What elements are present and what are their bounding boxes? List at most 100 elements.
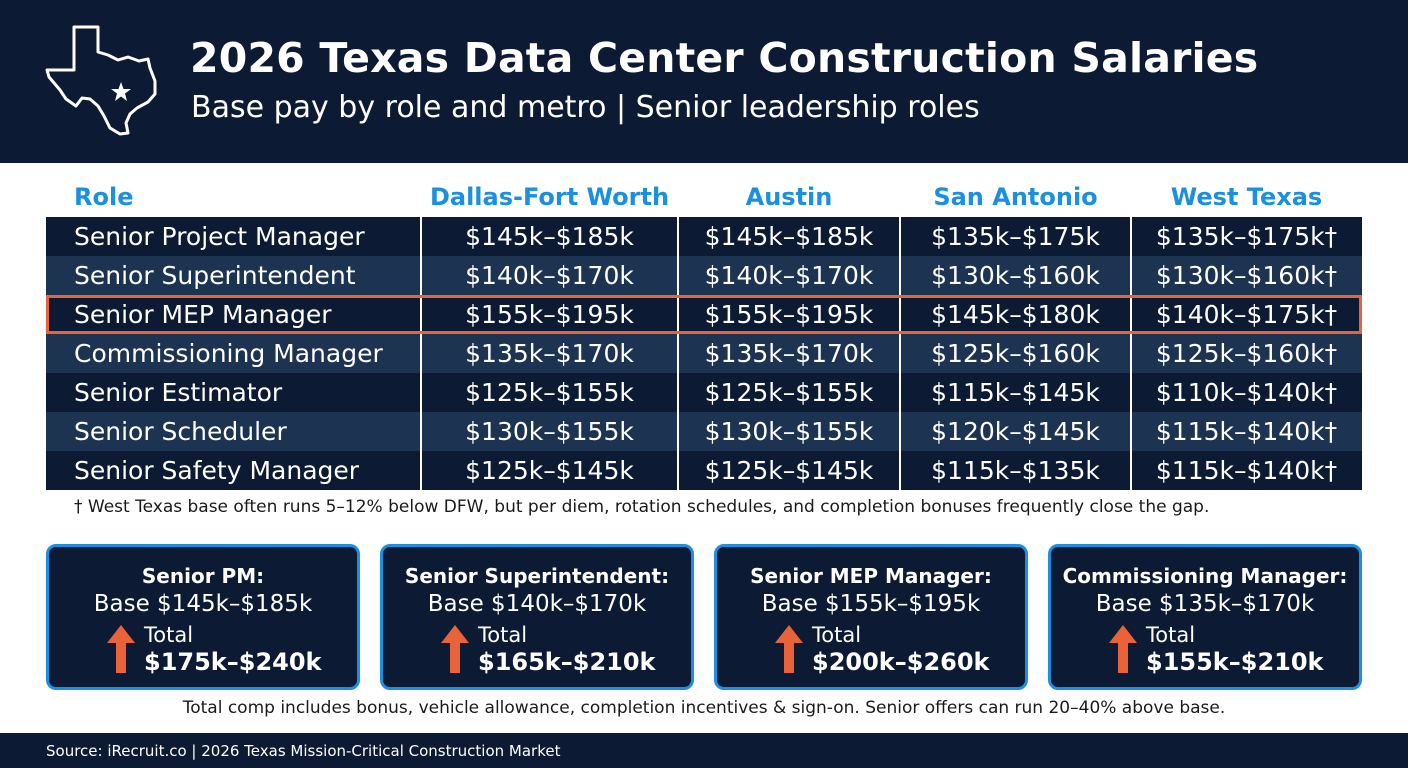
column-divider bbox=[420, 451, 422, 490]
table-row: Senior Superintendent $140k–$170k $140k–$1… bbox=[46, 256, 1362, 295]
column-divider bbox=[677, 334, 679, 373]
up-arrow-icon bbox=[441, 625, 469, 673]
column-divider bbox=[677, 373, 679, 412]
summary-card-senior-pm: Senior PM: Base $145k–$185k Total $175k–… bbox=[46, 544, 360, 690]
table-row: Senior Estimator $125k–$155k $125k–$155k $1… bbox=[46, 373, 1362, 412]
card-total-label: Total bbox=[144, 623, 194, 647]
column-divider bbox=[899, 256, 901, 295]
column-header-san-antonio: San Antonio bbox=[933, 183, 1098, 211]
salary-cell: $125k–$145k bbox=[465, 456, 634, 485]
column-header-role: Role bbox=[74, 183, 134, 211]
column-divider bbox=[1130, 256, 1132, 295]
salary-cell: $140k–$170k bbox=[704, 261, 874, 290]
column-divider bbox=[899, 334, 901, 373]
card-title: Senior Superintendent: bbox=[404, 564, 670, 588]
salary-cell: $125k–$145k bbox=[704, 456, 874, 485]
up-arrow-icon bbox=[1109, 625, 1137, 673]
card-base-pay: Base $145k–$185k bbox=[93, 591, 313, 617]
salary-cell: $110k–$140k† bbox=[1155, 378, 1338, 407]
salary-cell: $135k–$175k bbox=[931, 222, 1100, 251]
salary-cell: $120k–$145k bbox=[931, 417, 1100, 446]
column-divider bbox=[420, 295, 422, 334]
column-divider bbox=[677, 295, 679, 334]
table-row: Commissioning Manager $135k–$170k $135k–$1… bbox=[46, 334, 1362, 373]
salary-cell: $135k–$170k bbox=[465, 339, 634, 368]
card-total-comp: $175k–$240k bbox=[144, 648, 322, 676]
role-cell: Senior Scheduler bbox=[74, 417, 287, 446]
column-header-austin: Austin bbox=[745, 183, 833, 211]
table-row: Senior Safety Manager $125k–$145k $125k–$1… bbox=[46, 451, 1362, 490]
summary-card-commissioning-manager: Commissioning Manager: Base $135k–$170k … bbox=[1048, 544, 1362, 690]
column-divider bbox=[677, 412, 679, 451]
column-divider bbox=[420, 256, 422, 295]
salary-cell: $140k–$175k† bbox=[1155, 300, 1338, 329]
table-row: Senior MEP Manager $155k–$195k $155k–$195k… bbox=[46, 295, 1362, 334]
header-banner: 2026 Texas Data Center Construction Sala… bbox=[0, 0, 1408, 163]
table-row: Senior Project Manager $145k–$185k $145k–$… bbox=[46, 217, 1362, 256]
card-title: Senior PM: bbox=[141, 564, 265, 588]
column-divider bbox=[420, 412, 422, 451]
salary-cell: $125k–$160k† bbox=[1155, 339, 1338, 368]
compensation-note: Total comp includes bonus, vehicle allow… bbox=[182, 698, 1226, 718]
salary-cell: $125k–$155k bbox=[704, 378, 874, 407]
column-divider bbox=[420, 217, 422, 256]
card-total-label: Total bbox=[478, 623, 528, 647]
card-total-comp: $165k–$210k bbox=[478, 648, 656, 676]
salary-cell: $155k–$195k bbox=[465, 300, 634, 329]
role-cell: Senior MEP Manager bbox=[74, 300, 332, 329]
card-total-comp: $200k–$260k bbox=[812, 648, 990, 676]
column-divider bbox=[899, 295, 901, 334]
column-divider bbox=[899, 451, 901, 490]
salary-cell: $130k–$155k bbox=[465, 417, 634, 446]
footer-bar: Source: iRecruit.co | 2026 Texas Mission… bbox=[0, 733, 1408, 768]
column-divider bbox=[677, 451, 679, 490]
column-divider bbox=[899, 412, 901, 451]
salary-cell: $135k–$170k bbox=[704, 339, 874, 368]
column-divider bbox=[1130, 217, 1132, 256]
column-divider bbox=[1130, 451, 1132, 490]
salary-cell: $130k–$160k bbox=[931, 261, 1100, 290]
footnote: † West Texas base often runs 5–12% below… bbox=[74, 497, 1210, 517]
page-title: 2026 Texas Data Center Construction Sala… bbox=[190, 34, 1259, 82]
salary-cell: $125k–$160k bbox=[931, 339, 1100, 368]
salary-cell: $135k–$175k† bbox=[1155, 222, 1338, 251]
salary-cell: $115k–$140k† bbox=[1155, 417, 1338, 446]
salary-cell: $115k–$140k† bbox=[1155, 456, 1338, 485]
card-base-pay: Base $140k–$170k bbox=[427, 591, 647, 617]
column-divider bbox=[899, 217, 901, 256]
role-cell: Senior Superintendent bbox=[74, 261, 356, 290]
role-cell: Commissioning Manager bbox=[74, 339, 383, 368]
up-arrow-icon bbox=[775, 625, 803, 673]
salary-cell: $130k–$155k bbox=[704, 417, 874, 446]
column-header-dfw: Dallas-Fort Worth bbox=[429, 183, 670, 211]
up-arrow-icon bbox=[107, 625, 135, 673]
card-title: Senior MEP Manager: bbox=[750, 564, 992, 588]
role-cell: Senior Project Manager bbox=[74, 222, 365, 251]
column-divider bbox=[1130, 412, 1132, 451]
summary-card-senior-mep-manager: Senior MEP Manager: Base $155k–$195k Tot… bbox=[714, 544, 1028, 690]
salary-cell: $130k–$160k† bbox=[1155, 261, 1338, 290]
column-divider bbox=[1130, 295, 1132, 334]
card-total-comp: $155k–$210k bbox=[1146, 648, 1324, 676]
column-divider bbox=[420, 334, 422, 373]
texas-map-icon bbox=[45, 25, 157, 136]
column-divider bbox=[677, 217, 679, 256]
card-title: Commissioning Manager: bbox=[1062, 564, 1348, 588]
column-divider bbox=[1130, 373, 1132, 412]
summary-card-senior-superintendent: Senior Superintendent: Base $140k–$170k … bbox=[380, 544, 694, 690]
page-subtitle: Base pay by role and metro | Senior lead… bbox=[191, 90, 980, 125]
column-divider bbox=[420, 373, 422, 412]
column-divider bbox=[677, 256, 679, 295]
card-total-label: Total bbox=[812, 623, 862, 647]
salary-cell: $145k–$185k bbox=[704, 222, 874, 251]
table-row: Senior Scheduler $130k–$155k $130k–$155k $1… bbox=[46, 412, 1362, 451]
role-cell: Senior Safety Manager bbox=[74, 456, 360, 485]
card-base-pay: Base $135k–$170k bbox=[1095, 591, 1315, 617]
card-total-label: Total bbox=[1146, 623, 1196, 647]
salary-cell: $155k–$195k bbox=[704, 300, 874, 329]
salary-cell: $145k–$180k bbox=[931, 300, 1100, 329]
salary-cell: $115k–$145k bbox=[931, 378, 1100, 407]
salary-cell: $115k–$135k bbox=[931, 456, 1100, 485]
column-header-west-texas: West Texas bbox=[1170, 183, 1323, 211]
salary-cell: $125k–$155k bbox=[465, 378, 634, 407]
